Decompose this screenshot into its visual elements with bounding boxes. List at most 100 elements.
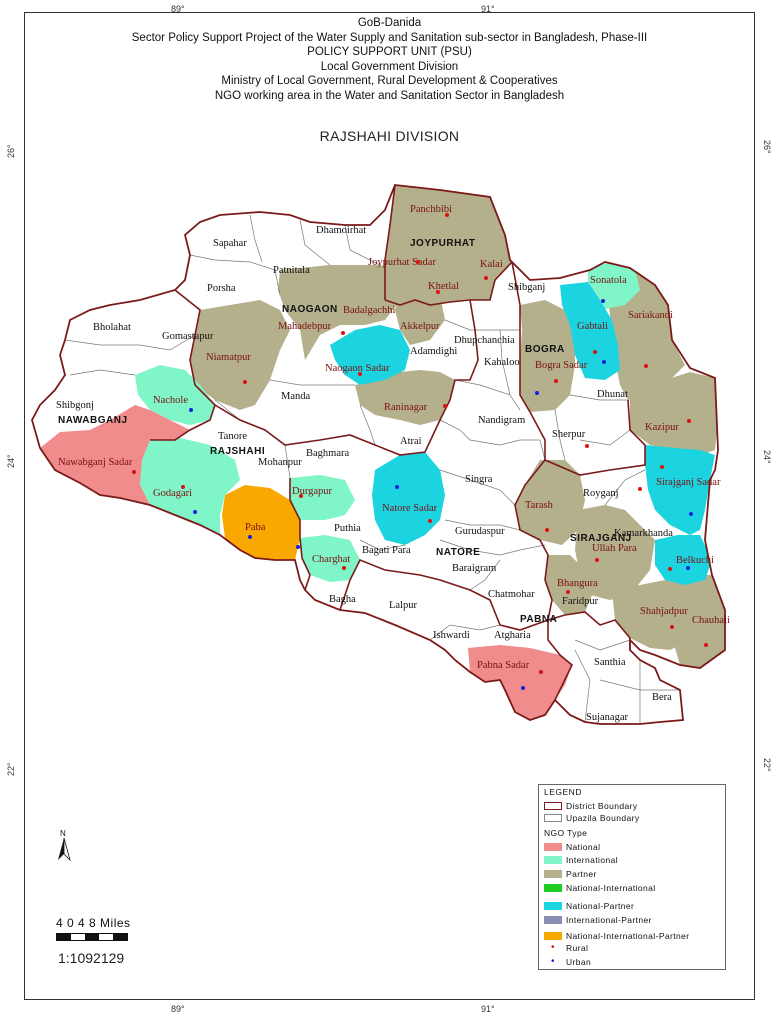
upazila-label: Manda — [281, 391, 310, 402]
district-label-naogaon: NAOGAON — [282, 304, 338, 315]
upazila-label: Kalai — [480, 259, 503, 270]
upazila-label: Nachole — [153, 395, 188, 406]
region-bhangura — [545, 555, 592, 615]
national-swatch — [544, 842, 562, 851]
upazila-label: Sirajganj Sadar — [656, 477, 721, 488]
legend-label: National-International-Partner — [566, 930, 690, 941]
partner-swatch — [544, 869, 562, 878]
upazila-label: Bogra Sadar — [535, 360, 588, 371]
region-joypurhat — [385, 185, 512, 305]
upazila-label: Baraigram — [452, 563, 496, 574]
upazila-label: Santhia — [594, 657, 626, 668]
header-line-6: NGO working area in the Water and Sanita… — [214, 89, 565, 102]
upazila-label: Mahadebpur — [278, 321, 332, 332]
bottom-tick-91: 91° — [481, 1004, 495, 1014]
urban-markers — [189, 299, 693, 690]
header-line-4: Local Government Division — [320, 60, 459, 73]
rural-markers — [132, 213, 708, 674]
north-arrow: N — [56, 828, 72, 864]
upazila-label: Paba — [245, 522, 266, 533]
legend-item-upazila-boundary: Upazila Boundary — [544, 812, 640, 823]
upazila-label: Belkuchi — [676, 555, 714, 566]
upazila-label: Shahjadpur — [640, 606, 688, 617]
national-international-swatch — [544, 883, 562, 892]
legend-label: Upazila Boundary — [566, 812, 640, 823]
legend-label: National-Partner — [566, 900, 635, 911]
region-bogra-sadar — [520, 300, 575, 412]
international-swatch — [544, 855, 562, 864]
region-belkuchi — [655, 535, 712, 585]
upazila-label: Panchbibi — [410, 204, 452, 215]
district-label-natore: NATORE — [436, 547, 480, 558]
upazila-label: Chatmohar — [488, 589, 535, 600]
upazila-label: Shibgonj — [56, 400, 94, 411]
upazila-label: Dhunat — [597, 389, 628, 400]
upazila-label: Natore Sadar — [382, 503, 438, 514]
urban-dot-icon: • — [551, 955, 555, 967]
upazila-label: Badalgachhi — [343, 305, 396, 316]
legend-item-urban: • Urban — [544, 956, 591, 967]
legend-label: District Boundary — [566, 800, 638, 811]
upazila-label: Bholahat — [93, 322, 131, 333]
legend-label: National — [566, 841, 601, 852]
map-header: GoB-Danida Sector Policy Support Project… — [24, 16, 755, 103]
upazila-label: Naogaon Sadar — [325, 363, 390, 374]
upazila-label: Kamarkhanda — [614, 528, 673, 539]
region-charghat — [300, 535, 360, 582]
district-label-sirajganj: SIRAJGANJ — [570, 533, 632, 544]
legend-item-district-boundary: District Boundary — [544, 800, 638, 811]
upazila-label: Sapahar — [213, 238, 247, 249]
scale-bar-numbers: 4 0 4 8 Miles — [56, 916, 131, 930]
upazila-label: Sujanagar — [586, 712, 628, 723]
bottom-tick-89: 89° — [171, 1004, 185, 1014]
header-line-3: POLICY SUPPORT UNIT (PSU) — [307, 46, 472, 58]
upazila-label: Kahaloo — [484, 357, 520, 368]
ngo-type-title: NGO Type — [544, 828, 588, 838]
upazila-label: Bhangura — [557, 578, 598, 589]
region-raninagar — [355, 370, 455, 425]
upazila-label: Nandigram — [478, 415, 525, 426]
upazila-label: Puthia — [334, 523, 361, 534]
upazila-label: Baghmara — [306, 448, 349, 459]
district-label-nawabganj: NAWABGANJ — [58, 415, 128, 426]
upazila-label: Joypurhat Sadar — [368, 257, 436, 268]
legend-label: International — [566, 854, 618, 865]
upazila-label: Singra — [465, 474, 493, 485]
legend-label: Urban — [566, 956, 592, 967]
rural-dot-icon: • — [551, 941, 555, 953]
region-tarash — [515, 460, 585, 545]
legend-item-international-partner: International-Partner — [544, 914, 652, 925]
header-line-1: GoB-Danida — [357, 17, 422, 29]
upazila-label: Charghat — [312, 554, 350, 565]
scale-bar: 4 0 4 8 Miles — [56, 916, 131, 941]
upazila-label: Porsha — [207, 283, 236, 294]
region-naogaon-sadar — [330, 325, 410, 385]
legend-label: Partner — [566, 868, 597, 879]
legend-label: National-International — [566, 882, 656, 893]
legend-title: LEGEND — [544, 787, 582, 797]
upazila-label: Dhamoirhat — [316, 225, 366, 236]
upazila-label: Lalpur — [389, 600, 417, 611]
north-arrow-icon: N — [58, 829, 71, 862]
upazila-label: Gurudaspur — [455, 526, 505, 537]
scale-bar-graphic — [56, 933, 128, 941]
scale-ratio: 1:1092129 — [58, 950, 125, 966]
region-pabna-sadar — [468, 645, 572, 720]
district-label-pabna: PABNA — [520, 614, 557, 625]
legend-item-international: International — [544, 854, 618, 865]
upazila-label: Sonatola — [590, 275, 627, 286]
legend: LEGEND District Boundary Upazila Boundar… — [538, 784, 726, 970]
upazila-label: Khetlal — [428, 281, 459, 292]
district-label-rajshahi: RAJSHAHI — [210, 446, 265, 457]
region-nachole — [135, 365, 215, 425]
legend-item-national-international: National-International — [544, 882, 656, 893]
upazila-label: Tanore — [218, 431, 247, 442]
upazila-label: Pabna Sadar — [477, 660, 530, 671]
upazila-label: Gabtali — [577, 321, 608, 332]
region-sonatola — [588, 262, 640, 310]
top-tick-89: 89° — [171, 4, 185, 14]
upazila-label: Patnitala — [273, 265, 310, 276]
upazila-label: Tarash — [525, 500, 554, 511]
region-badalgachhi — [278, 265, 400, 360]
upazila-label: Chauhali — [692, 615, 730, 626]
